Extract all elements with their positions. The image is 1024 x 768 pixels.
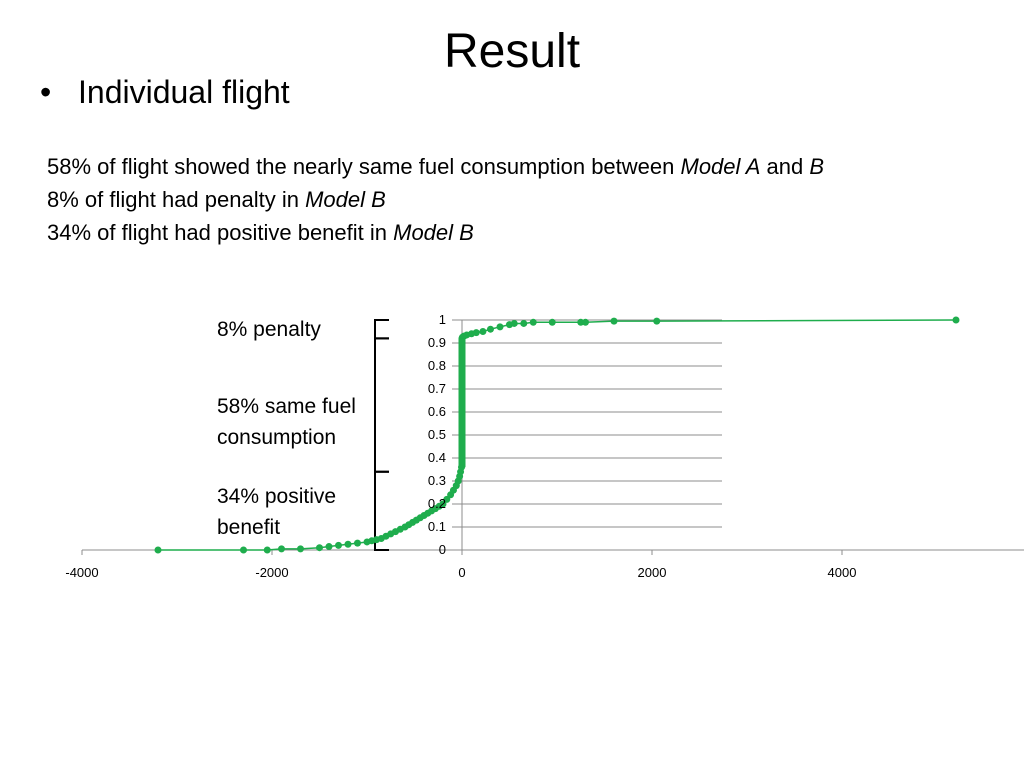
y-tick-label: 0.5 [428, 427, 446, 442]
data-point [344, 540, 352, 548]
annotation-same-line2: consumption [217, 426, 337, 449]
data-point [520, 319, 528, 327]
model-name: Model B [305, 187, 386, 212]
data-point [297, 545, 304, 553]
model-name: B [809, 154, 825, 179]
y-tick-label: 1 [439, 312, 446, 327]
y-tick-label: 0 [439, 542, 446, 557]
annotation-same-line1: 58% same fuel [217, 395, 356, 418]
data-point [240, 546, 247, 554]
data-point [548, 318, 556, 326]
y-tick-label: 0.9 [428, 335, 446, 350]
chart-gridlines [452, 319, 722, 551]
y-tick-labels: 0 0.1 0.2 0.3 0.4 0.5 0.6 0.7 0.8 0.9 1 [428, 312, 446, 557]
data-point [335, 541, 342, 549]
model-name: Model B [393, 220, 474, 245]
x-tick-labels: -4000 -2000 0 2000 4000 [65, 565, 856, 580]
slide-title: Result [443, 25, 581, 78]
data-point [325, 543, 333, 551]
summary-run: 58% of flight showed the nearly same fue… [47, 154, 681, 179]
data-point [496, 323, 504, 331]
y-tick-label: 0.3 [428, 473, 446, 488]
annotation-benefit-line2: benefit [217, 516, 281, 539]
summary-line: 34% of flight had positive benefit in Mo… [47, 216, 824, 249]
data-point [472, 329, 480, 337]
x-tick-label: -4000 [65, 565, 98, 580]
data-point [263, 546, 271, 554]
data-point [354, 539, 361, 547]
data-point [582, 318, 589, 326]
annotation-penalty: 8% penalty [217, 318, 321, 341]
summary-run: 34% of flight had positive benefit in [47, 220, 394, 245]
data-point [479, 328, 487, 335]
x-tick-label: 4000 [828, 565, 857, 580]
x-tick-label: -2000 [255, 565, 288, 580]
data-point [653, 317, 661, 325]
data-point [154, 546, 162, 554]
annotation-benefit-line1: 34% positive [217, 485, 337, 508]
data-point [529, 318, 537, 326]
bracket-benefit [374, 470, 389, 551]
summary-run: and [760, 154, 810, 179]
data-point [610, 317, 618, 325]
bracket-penalty [374, 319, 389, 340]
annotation-same: 58% same fuel consumption [217, 391, 356, 453]
chart-series [154, 316, 960, 554]
bullet-dot-icon: • [40, 74, 52, 110]
data-point [316, 544, 323, 552]
data-point [443, 495, 451, 503]
y-tick-label: 0.4 [428, 450, 446, 465]
x-tick-label: 0 [458, 565, 465, 580]
summary-text: 58% of flight showed the nearly same fue… [47, 150, 824, 249]
summary-line: 8% of flight had penalty in Model B [47, 183, 824, 216]
model-name: Model A [680, 154, 761, 179]
bracket-same [374, 337, 389, 473]
bullet-text: Individual flight [78, 74, 290, 110]
summary-run: 8% of flight had penalty in [47, 187, 306, 212]
y-tick-label: 0.2 [428, 496, 446, 511]
x-tick-label: 2000 [638, 565, 667, 580]
data-point [439, 500, 447, 508]
chart-axes [81, 320, 1024, 555]
y-tick-label: 0.8 [428, 358, 446, 373]
chart-brackets [374, 319, 389, 551]
y-tick-label: 0.7 [428, 381, 446, 396]
data-point [278, 545, 285, 553]
y-tick-label: 0.6 [428, 404, 446, 419]
data-point [952, 316, 960, 324]
y-tick-label: 0.1 [428, 519, 446, 534]
summary-line: 58% of flight showed the nearly same fue… [47, 150, 824, 183]
data-point [510, 319, 518, 327]
bullet-item: • Individual flight [40, 70, 290, 114]
annotation-benefit: 34% positive benefit [217, 481, 336, 543]
data-point [487, 325, 494, 333]
